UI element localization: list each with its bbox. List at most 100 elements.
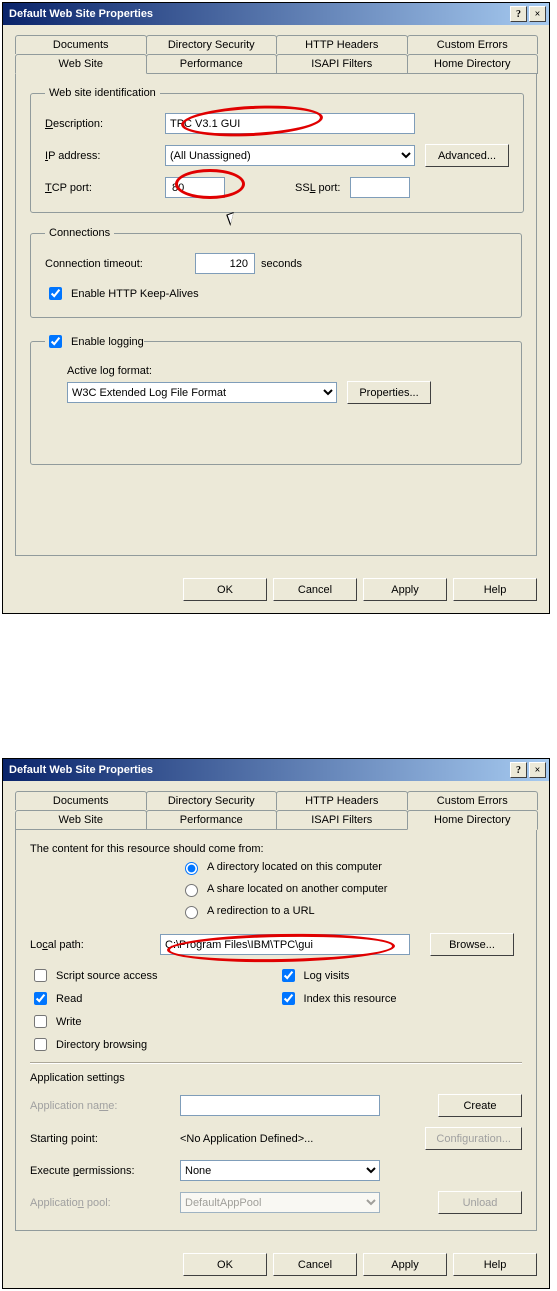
app-settings-label: Application settings <box>30 1072 522 1084</box>
help-icon[interactable]: ? <box>510 762 527 778</box>
client-area: Documents Directory Security HTTP Header… <box>3 781 549 1243</box>
application-pool-select: DefaultAppPool <box>180 1192 380 1213</box>
ssl-port-input[interactable] <box>350 177 410 198</box>
radio-share-label: A share located on another computer <box>207 883 387 895</box>
enable-logging-label: Enable logging <box>71 336 144 348</box>
keepalive-checkbox[interactable] <box>49 287 62 300</box>
write-label: Write <box>56 1016 81 1028</box>
tabstrip: Documents Directory Security HTTP Header… <box>15 791 537 830</box>
log-properties-button[interactable]: Properties... <box>347 381 431 404</box>
tab-documents[interactable]: Documents <box>15 35 147 54</box>
tab-http-headers[interactable]: HTTP Headers <box>276 791 408 810</box>
description-input[interactable] <box>165 113 415 134</box>
tab-directory-security[interactable]: Directory Security <box>146 35 278 54</box>
tab-web-site[interactable]: Web Site <box>15 810 147 830</box>
apply-button[interactable]: Apply <box>363 1253 447 1276</box>
dialog-website-properties-1: Default Web Site Properties ? × Document… <box>2 2 550 614</box>
index-resource-checkbox[interactable] <box>282 992 295 1005</box>
close-icon[interactable]: × <box>529 6 546 22</box>
tab-web-site[interactable]: Web Site <box>15 54 147 74</box>
tab-custom-errors[interactable]: Custom Errors <box>407 791 539 810</box>
content-source-radios: A directory located on this computer A s… <box>180 859 522 919</box>
tabpanel-home-directory: The content for this resource should com… <box>15 829 537 1231</box>
active-log-format-label: Active log format: <box>67 365 507 377</box>
dialog-website-properties-2: Default Web Site Properties ? × Document… <box>2 758 550 1289</box>
keepalive-label: Enable HTTP Keep-Alives <box>71 288 199 300</box>
tab-isapi-filters[interactable]: ISAPI Filters <box>276 810 408 830</box>
tcp-port-label: TCP port: <box>45 182 165 194</box>
timeout-unit: seconds <box>261 258 302 270</box>
tab-home-directory[interactable]: Home Directory <box>407 810 539 830</box>
group-logging: Enable logging Active log format: W3C Ex… <box>30 332 522 465</box>
group-conn-legend: Connections <box>45 227 114 239</box>
group-ident-legend: Web site identification <box>45 87 160 99</box>
help-button[interactable]: Help <box>453 1253 537 1276</box>
close-icon[interactable]: × <box>529 762 546 778</box>
tab-http-headers[interactable]: HTTP Headers <box>276 35 408 54</box>
radio-share[interactable] <box>185 884 198 897</box>
tab-custom-errors[interactable]: Custom Errors <box>407 35 539 54</box>
ip-address-select[interactable]: (All Unassigned) <box>165 145 415 166</box>
script-source-label: Script source access <box>56 970 158 982</box>
starting-point-label: Starting point: <box>30 1133 180 1145</box>
apply-button[interactable]: Apply <box>363 578 447 601</box>
starting-point-value: <No Application Defined>... <box>180 1133 313 1145</box>
radio-redirect[interactable] <box>185 906 198 919</box>
read-checkbox[interactable] <box>34 992 47 1005</box>
unload-button: Unload <box>438 1191 522 1214</box>
cancel-button[interactable]: Cancel <box>273 1253 357 1276</box>
execute-permissions-select[interactable]: None <box>180 1160 380 1181</box>
tabstrip: Documents Directory Security HTTP Header… <box>15 35 537 74</box>
titlebar: Default Web Site Properties ? × <box>3 759 549 781</box>
application-pool-label: Application pool: <box>30 1197 180 1209</box>
browse-button[interactable]: Browse... <box>430 933 514 956</box>
tcp-port-input[interactable] <box>165 177 225 198</box>
tab-performance[interactable]: Performance <box>146 810 278 830</box>
tab-home-directory[interactable]: Home Directory <box>407 54 539 74</box>
local-path-input[interactable] <box>160 934 410 955</box>
group-logging-legend: Enable logging <box>45 332 144 351</box>
log-visits-label: Log visits <box>304 970 350 982</box>
client-area: Documents Directory Security HTTP Header… <box>3 25 549 568</box>
connection-timeout-input[interactable] <box>195 253 255 274</box>
radio-directory-local-label: A directory located on this computer <box>207 861 382 873</box>
tab-directory-security[interactable]: Directory Security <box>146 791 278 810</box>
ip-address-label: IP address: <box>45 150 165 162</box>
application-name-label: Application name: <box>30 1100 180 1112</box>
radio-redirect-label: A redirection to a URL <box>207 905 315 917</box>
advanced-button[interactable]: Advanced... <box>425 144 509 167</box>
write-checkbox[interactable] <box>34 1015 47 1028</box>
index-resource-label: Index this resource <box>304 993 397 1005</box>
ok-button[interactable]: OK <box>183 578 267 601</box>
tab-documents[interactable]: Documents <box>15 791 147 810</box>
tab-performance[interactable]: Performance <box>146 54 278 74</box>
script-source-checkbox[interactable] <box>34 969 47 982</box>
titlebar: Default Web Site Properties ? × <box>3 3 549 25</box>
log-visits-checkbox[interactable] <box>282 969 295 982</box>
dialog-title: Default Web Site Properties <box>9 764 510 776</box>
description-label: Description: <box>45 118 165 130</box>
create-button[interactable]: Create <box>438 1094 522 1117</box>
local-path-label: Local path: <box>30 939 160 951</box>
application-name-input <box>180 1095 380 1116</box>
tabpanel-web-site: Web site identification Description: IP … <box>15 73 537 556</box>
help-button[interactable]: Help <box>453 578 537 601</box>
dialog-title: Default Web Site Properties <box>9 8 510 20</box>
radio-directory-local[interactable] <box>185 862 198 875</box>
group-connections: Connections Connection timeout: seconds … <box>30 227 522 318</box>
content-from-label: The content for this resource should com… <box>30 843 522 855</box>
ok-button[interactable]: OK <box>183 1253 267 1276</box>
tab-isapi-filters[interactable]: ISAPI Filters <box>276 54 408 74</box>
dialog-buttons: OK Cancel Apply Help <box>3 1243 549 1288</box>
configuration-button: Configuration... <box>425 1127 522 1150</box>
help-icon[interactable]: ? <box>510 6 527 22</box>
connection-timeout-label: Connection timeout: <box>45 258 195 270</box>
log-format-select[interactable]: W3C Extended Log File Format <box>67 382 337 403</box>
enable-logging-checkbox[interactable] <box>49 335 62 348</box>
cancel-button[interactable]: Cancel <box>273 578 357 601</box>
execute-permissions-label: Execute permissions: <box>30 1165 180 1177</box>
directory-browsing-label: Directory browsing <box>56 1039 147 1051</box>
ssl-port-label: SSL port: <box>295 182 340 194</box>
directory-browsing-checkbox[interactable] <box>34 1038 47 1051</box>
dialog-buttons: OK Cancel Apply Help <box>3 568 549 613</box>
